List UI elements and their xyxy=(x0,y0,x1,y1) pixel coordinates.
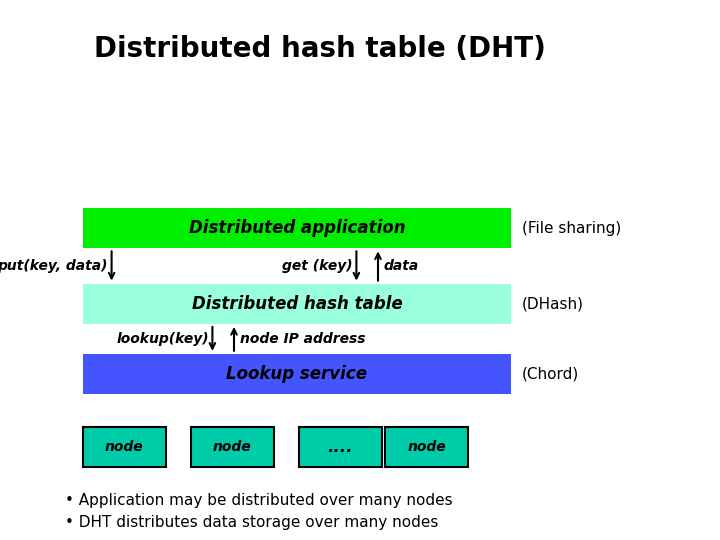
Bar xyxy=(191,427,274,467)
Bar xyxy=(83,427,166,467)
Text: node: node xyxy=(213,440,251,454)
Text: put(key, data): put(key, data) xyxy=(0,259,108,273)
Text: node IP address: node IP address xyxy=(240,332,365,346)
Text: (File sharing): (File sharing) xyxy=(522,221,621,235)
Bar xyxy=(299,427,382,467)
Text: node: node xyxy=(408,440,446,454)
Text: • Application may be distributed over many nodes: • Application may be distributed over ma… xyxy=(65,493,452,508)
Text: lookup(key): lookup(key) xyxy=(116,332,209,346)
Bar xyxy=(83,208,511,248)
Bar xyxy=(83,284,511,324)
Text: node: node xyxy=(105,440,143,454)
Text: ....: .... xyxy=(328,438,353,456)
Text: Distributed hash table: Distributed hash table xyxy=(192,295,402,313)
Text: data: data xyxy=(384,259,419,273)
Text: Distributed application: Distributed application xyxy=(189,219,405,237)
Text: Distributed hash table (DHT): Distributed hash table (DHT) xyxy=(94,35,546,63)
Text: (Chord): (Chord) xyxy=(522,367,580,381)
Text: Lookup service: Lookup service xyxy=(227,365,367,383)
Text: get (key): get (key) xyxy=(282,259,353,273)
Text: (DHash): (DHash) xyxy=(522,296,584,311)
Bar xyxy=(385,427,468,467)
Text: • DHT distributes data storage over many nodes: • DHT distributes data storage over many… xyxy=(65,515,438,530)
Bar xyxy=(83,354,511,394)
